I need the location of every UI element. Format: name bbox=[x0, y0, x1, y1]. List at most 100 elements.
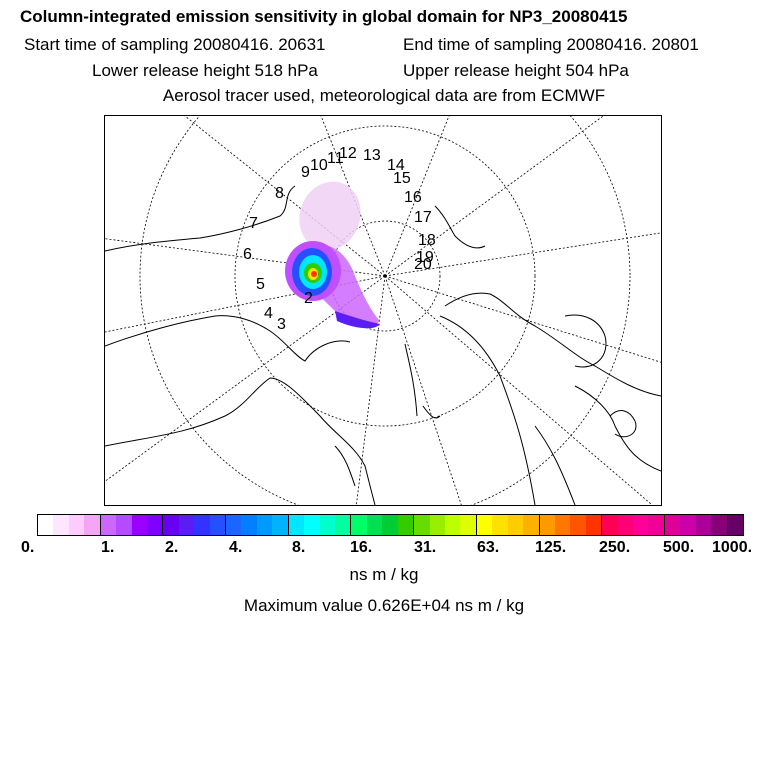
colorbar-segment bbox=[554, 515, 571, 535]
coastline bbox=[609, 410, 637, 438]
coastline bbox=[444, 292, 661, 397]
coastline bbox=[534, 425, 576, 505]
lat-circle-70 bbox=[234, 125, 536, 427]
trajectory-label: 8 bbox=[275, 185, 284, 202]
colorbar-segment bbox=[366, 515, 383, 535]
colorbar-segment bbox=[711, 515, 728, 535]
trajectory-label: 11 bbox=[327, 150, 344, 167]
colorbar-segment bbox=[304, 515, 320, 535]
colorbar-segment bbox=[617, 515, 634, 535]
colorbar-segment bbox=[131, 515, 147, 535]
colorbar-segment bbox=[194, 515, 210, 535]
colorbar-segment bbox=[382, 515, 398, 535]
coastlines bbox=[105, 185, 661, 505]
end-time-label: End time of sampling 20080416. 20801 bbox=[403, 35, 699, 54]
colorbar-segment bbox=[664, 515, 681, 535]
colorbar-segment bbox=[178, 515, 195, 535]
trajectory-label: 9 bbox=[301, 164, 310, 181]
colorbar-segment bbox=[116, 515, 132, 535]
colorbar-tick-label: 63. bbox=[477, 539, 500, 556]
trajectory-label: 13 bbox=[363, 147, 381, 164]
colorbar-segment bbox=[492, 515, 508, 535]
trajectory-label: 19 bbox=[416, 249, 434, 266]
colorbar-segment bbox=[539, 515, 555, 535]
colorbar-tick-label: 4. bbox=[229, 539, 243, 556]
longitude-lines bbox=[105, 116, 661, 505]
colorbar-segment bbox=[256, 515, 273, 535]
colorbar-segment bbox=[429, 515, 445, 535]
colorbar-segment bbox=[288, 515, 305, 535]
colorbar-segment bbox=[444, 515, 461, 535]
meridian bbox=[105, 238, 386, 277]
meridian bbox=[384, 275, 653, 505]
colorbar-unit: ns m / kg bbox=[349, 565, 419, 584]
colorbar-segment bbox=[570, 515, 586, 535]
trajectory-label: 18 bbox=[418, 232, 436, 249]
colorbar-segment bbox=[602, 515, 618, 535]
sensitivity-plume bbox=[285, 181, 380, 329]
colorbar-segment bbox=[335, 515, 352, 535]
trajectory-label: 15 bbox=[393, 170, 411, 187]
colorbar-segment bbox=[460, 515, 477, 535]
colorbar-segment bbox=[727, 515, 743, 535]
emission-sensitivity-map: 2 3 4 5 6 7 8 9 10 11 12 13 14 15 16 17 … bbox=[104, 115, 662, 506]
coastline bbox=[404, 343, 441, 419]
colorbar-segment bbox=[209, 515, 227, 535]
start-time-label: Start time of sampling 20080416. 20631 bbox=[24, 35, 326, 54]
trajectory-label: 4 bbox=[264, 305, 273, 322]
latitude-circles bbox=[139, 116, 631, 505]
colorbar bbox=[37, 514, 744, 536]
plume-peak bbox=[311, 271, 317, 277]
colorbar-segment bbox=[272, 515, 289, 535]
meridian bbox=[384, 275, 661, 363]
colorbar-tick-label: 1. bbox=[101, 539, 115, 556]
coastline bbox=[564, 314, 607, 368]
plume-outer bbox=[299, 181, 361, 251]
lower-release-height-label: Lower release height 518 hPa bbox=[92, 61, 318, 80]
meridian bbox=[384, 232, 661, 277]
colorbar-segment bbox=[319, 515, 336, 535]
maximum-value-label: Maximum value 0.626E+04 ns m / kg bbox=[243, 596, 525, 615]
colorbar-tick-label: 8. bbox=[292, 539, 306, 556]
trajectory-label: 7 bbox=[249, 215, 258, 232]
colorbar-segment bbox=[38, 515, 54, 535]
trajectory-label: 6 bbox=[243, 246, 252, 263]
coastline bbox=[439, 315, 536, 505]
coastline bbox=[105, 377, 376, 505]
coastline bbox=[334, 445, 356, 487]
colorbar-segment bbox=[84, 515, 101, 535]
trajectory-label: 20 bbox=[414, 256, 432, 273]
coastline bbox=[574, 385, 661, 472]
colorbar-segment bbox=[226, 515, 242, 535]
colorbar-segment bbox=[351, 515, 367, 535]
colorbar-segment bbox=[397, 515, 415, 535]
colorbar-tick-label: 16. bbox=[350, 539, 373, 556]
lat-circle-60 bbox=[139, 116, 631, 505]
colorbar-segment bbox=[476, 515, 493, 535]
coastline bbox=[434, 205, 486, 249]
colorbar-segment bbox=[585, 515, 603, 535]
colorbar-segment bbox=[695, 515, 712, 535]
colorbar-tick-label: 250. bbox=[599, 539, 631, 556]
coastline bbox=[105, 315, 351, 362]
colorbar-segment bbox=[648, 515, 665, 535]
upper-release-height-label: Upper release height 504 hPa bbox=[403, 61, 629, 80]
colorbar-tick-label: 1000. bbox=[712, 539, 753, 556]
trajectory-label: 2 bbox=[304, 290, 313, 307]
colorbar-tick-label: 0. bbox=[21, 539, 35, 556]
trajectory-label: 17 bbox=[414, 209, 432, 226]
colorbar-tick-label: 31. bbox=[414, 539, 437, 556]
colorbar-tick-label: 500. bbox=[663, 539, 695, 556]
colorbar-segment bbox=[68, 515, 85, 535]
page-title: Column-integrated emission sensitivity i… bbox=[20, 7, 628, 26]
trajectory-label: 3 bbox=[277, 316, 286, 333]
plume-tail-core bbox=[335, 311, 380, 329]
map-canvas: 2 3 4 5 6 7 8 9 10 11 12 13 14 15 16 17 … bbox=[105, 116, 661, 505]
colorbar-segment bbox=[414, 515, 430, 535]
colorbar-segment bbox=[146, 515, 164, 535]
colorbar-segment bbox=[100, 515, 117, 535]
colorbar-segment bbox=[633, 515, 649, 535]
meridian bbox=[105, 275, 386, 333]
colorbar-segment bbox=[53, 515, 69, 535]
trajectory-label: 10 bbox=[310, 157, 328, 174]
